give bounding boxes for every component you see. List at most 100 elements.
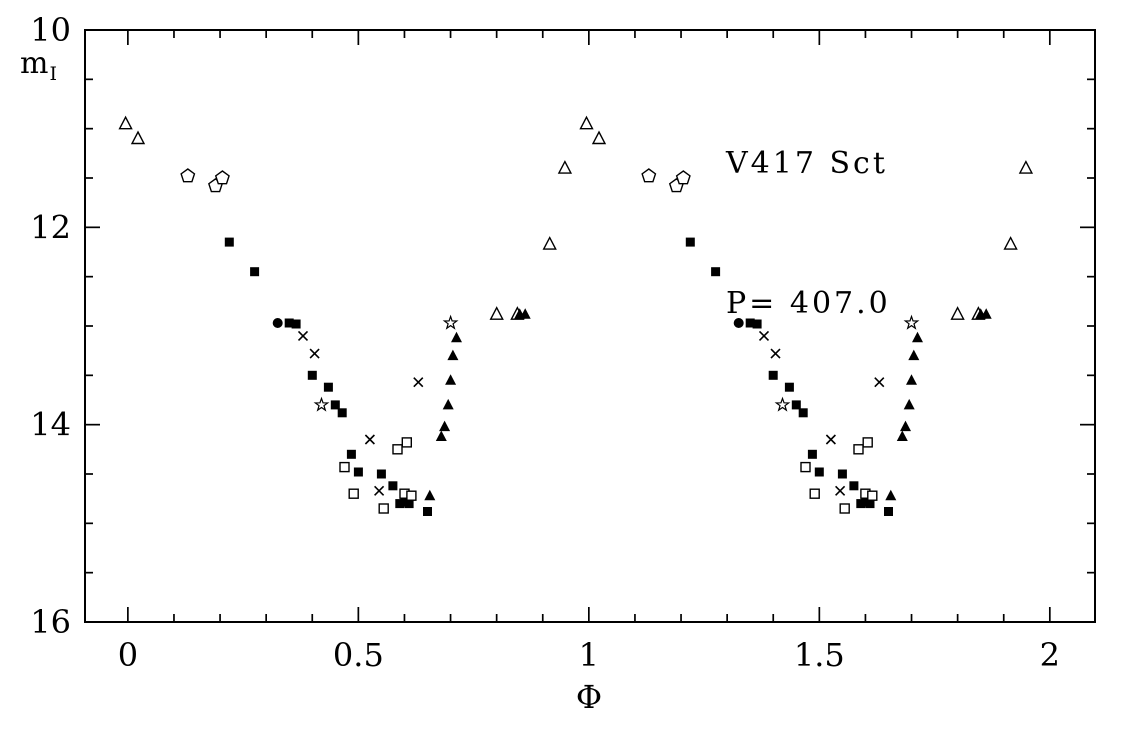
data-point-square-filled	[685, 237, 695, 247]
data-point-square-filled	[323, 382, 333, 392]
data-point-triangle-filled	[451, 331, 462, 343]
data-point-square-filled	[404, 499, 414, 509]
data-point-triangle-filled	[912, 331, 923, 343]
data-point-square-filled	[353, 467, 363, 477]
data-point-square-filled	[224, 237, 234, 247]
data-point-triangle-filled	[908, 349, 920, 361]
data-point-square-open	[853, 444, 864, 455]
data-point-square-filled	[284, 318, 294, 328]
data-point-square-filled	[752, 319, 762, 329]
data-point-square-filled	[423, 507, 432, 516]
y-tick-label: 12	[30, 208, 71, 246]
data-point-square-open	[809, 488, 820, 499]
x-axis-label: Φ	[575, 678, 603, 716]
data-point-triangle-filled	[896, 430, 908, 441]
data-point-square-filled	[784, 382, 794, 392]
data-point-cross	[825, 434, 836, 445]
data-point-square-filled	[307, 370, 317, 380]
data-point-triangle-open	[579, 115, 594, 130]
data-point-square-filled	[807, 449, 817, 459]
x-tick-label: 2	[1040, 636, 1060, 674]
y-tick-label: 14	[30, 406, 71, 444]
data-point-pentagon-open	[641, 168, 657, 183]
data-point-square-filled	[745, 318, 755, 328]
data-point-square-open	[348, 488, 359, 499]
data-point-triangle-filled	[980, 308, 992, 319]
data-point-star-open	[313, 396, 330, 412]
data-point-triangle-open	[950, 306, 965, 320]
data-point-square-filled	[376, 469, 386, 479]
data-point-pentagon-open	[180, 168, 196, 183]
data-point-circle-filled	[272, 318, 283, 328]
period-label: P= 407.0	[726, 285, 891, 321]
data-point-triangle-open	[130, 130, 146, 145]
data-point-triangle-filled	[900, 420, 911, 432]
data-point-square-filled	[837, 469, 847, 479]
data-point-square-filled	[791, 400, 801, 410]
data-point-cross	[874, 377, 885, 388]
y-axis-label-base: m	[20, 46, 50, 81]
x-tick-label: 1	[579, 636, 599, 674]
data-point-cross	[758, 330, 770, 341]
data-point-triangle-filled	[906, 374, 917, 385]
data-point-square-filled	[291, 319, 301, 329]
data-point-cross	[297, 330, 309, 341]
data-point-triangle-filled	[519, 308, 531, 319]
data-point-triangle-filled	[442, 398, 454, 410]
data-point-pentagon-open	[675, 170, 691, 185]
x-tick-label: 1.5	[794, 636, 845, 674]
data-point-cross	[364, 434, 375, 445]
data-point-square-filled	[798, 408, 808, 418]
data-point-cross	[413, 377, 424, 388]
data-point-pentagon-open	[214, 170, 230, 185]
data-point-triangle-open	[489, 306, 504, 320]
data-point-triangle-open	[1018, 160, 1034, 174]
x-tick-label: 0.5	[333, 636, 384, 674]
data-point-star-open	[442, 314, 459, 330]
data-point-triangle-filled	[447, 349, 459, 361]
data-point-triangle-filled	[424, 489, 436, 501]
x-tick-label: 0	[118, 636, 138, 674]
data-point-square-filled	[884, 507, 893, 516]
data-point-square-filled	[768, 370, 778, 380]
star-annotation: V417 Sct P= 407.0	[726, 48, 891, 420]
data-point-triangle-open	[118, 115, 133, 130]
data-point-triangle-open	[542, 236, 557, 250]
data-point-cross	[770, 348, 781, 359]
y-tick-label: 10	[30, 11, 71, 49]
data-point-triangle-filled	[885, 489, 897, 501]
data-point-square-filled	[346, 449, 356, 459]
y-axis-label-subscript: I	[49, 63, 58, 85]
data-point-star-open	[774, 396, 791, 412]
data-point-triangle-filled	[903, 398, 915, 410]
data-point-circle-filled	[733, 318, 744, 328]
y-tick-label: 16	[30, 603, 71, 641]
data-point-triangle-filled	[435, 430, 447, 441]
data-point-square-open	[800, 461, 811, 473]
data-point-square-filled	[856, 499, 866, 509]
data-point-triangle-open	[591, 130, 607, 145]
data-point-square-filled	[711, 267, 721, 277]
data-point-square-filled	[337, 408, 347, 418]
data-point-triangle-open	[1003, 236, 1018, 250]
data-point-square-open	[862, 437, 873, 448]
data-point-cross	[835, 485, 846, 496]
data-point-square-filled	[250, 267, 260, 277]
data-point-square-open	[339, 461, 350, 473]
data-point-square-open	[867, 490, 878, 501]
data-point-square-filled	[395, 499, 405, 509]
data-point-triangle-open	[557, 160, 573, 174]
data-point-square-filled	[814, 467, 824, 477]
data-point-square-open	[839, 503, 850, 514]
data-point-square-filled	[388, 481, 398, 491]
data-point-square-filled	[865, 499, 875, 509]
data-point-square-open	[392, 444, 403, 455]
data-point-cross	[309, 348, 320, 359]
data-point-square-open	[406, 490, 417, 501]
data-point-triangle-filled	[445, 374, 457, 385]
data-point-star-open	[903, 314, 920, 330]
data-point-square-open	[378, 503, 389, 514]
data-point-triangle-filled	[439, 420, 451, 432]
